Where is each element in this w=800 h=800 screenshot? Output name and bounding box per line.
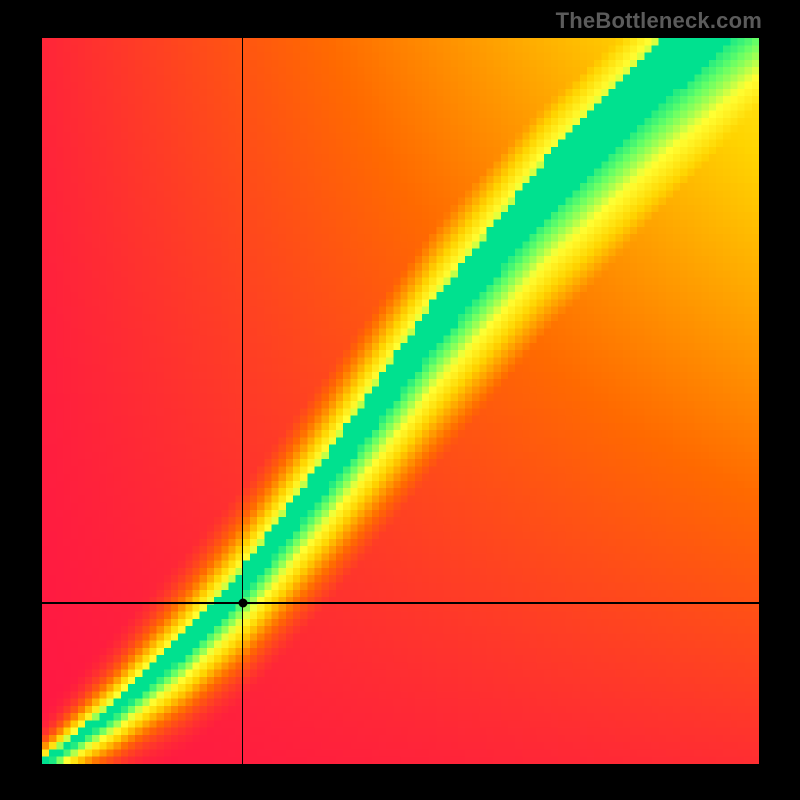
heatmap-canvas — [42, 38, 759, 764]
crosshair-horizontal — [42, 602, 759, 603]
crosshair-marker — [238, 598, 247, 607]
frame: TheBottleneck.com — [0, 0, 800, 800]
watermark-text: TheBottleneck.com — [556, 8, 762, 34]
heatmap-plot — [42, 38, 759, 764]
crosshair-vertical — [242, 38, 243, 764]
